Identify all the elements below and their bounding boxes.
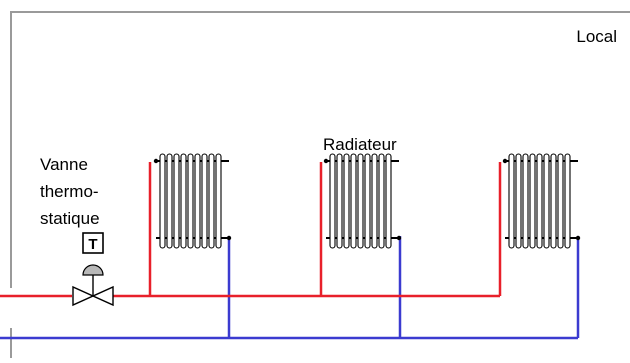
radiator-fin	[564, 153, 571, 249]
radiator-fin	[343, 153, 350, 249]
valve-label: Vanne thermo- statique	[40, 155, 103, 228]
radiator-fin	[159, 153, 166, 249]
radiator-connector	[226, 235, 232, 241]
valve-body	[72, 285, 114, 307]
radiator-label: Radiateur	[323, 135, 397, 154]
radiator-fin	[350, 153, 357, 249]
radiator-fin	[208, 153, 215, 249]
radiator-fin	[515, 153, 522, 249]
radiator-fin	[371, 153, 378, 249]
radiator-connector	[575, 235, 581, 241]
valve-actuator-dome	[82, 264, 104, 276]
radiator-2	[323, 153, 402, 249]
valve-thermostat-letter: T	[88, 236, 97, 253]
radiator-fin	[543, 153, 550, 249]
radiator-fin	[550, 153, 557, 249]
radiator-fin	[557, 153, 564, 249]
radiator-1	[153, 153, 232, 249]
radiator-fin	[173, 153, 180, 249]
radiator-fin	[378, 153, 385, 249]
radiator-connector	[323, 158, 329, 164]
radiator-fin	[522, 153, 529, 249]
return-pipe	[0, 236, 580, 340]
radiator-fin	[364, 153, 371, 249]
radiator-fin	[180, 153, 187, 249]
radiator-fin	[215, 153, 222, 249]
radiator-connector	[153, 158, 159, 164]
radiator-fin	[201, 153, 208, 249]
radiator-fin	[166, 153, 173, 249]
valve-label-line-3: statique	[40, 209, 100, 228]
radiator-fin	[508, 153, 515, 249]
radiator-fin	[385, 153, 392, 249]
radiator-3	[502, 153, 581, 249]
valve-label-line-1: Vanne	[40, 155, 88, 174]
radiator-fin	[529, 153, 536, 249]
radiator-fin	[357, 153, 364, 249]
radiator-fin	[536, 153, 543, 249]
room-outline	[10, 11, 630, 288]
valve-thermostat-box	[82, 232, 104, 254]
radiator-fin	[194, 153, 201, 249]
valve-label-line-2: thermo-	[40, 182, 99, 201]
radiator-fin	[187, 153, 194, 249]
room-label: Local	[576, 27, 617, 46]
radiator-connector	[396, 235, 402, 241]
radiator-connector	[502, 158, 508, 164]
radiator-fin	[329, 153, 336, 249]
supply-pipe	[0, 162, 502, 298]
thermostatic-valve: T	[72, 232, 114, 307]
radiator-fin	[336, 153, 343, 249]
